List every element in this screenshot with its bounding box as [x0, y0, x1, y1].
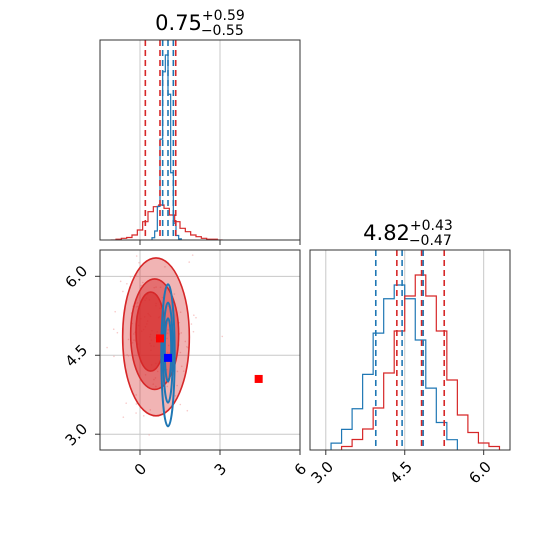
joint-scatter-point: [167, 305, 170, 308]
joint-scatter-point: [127, 338, 130, 341]
joint-scatter-point: [166, 332, 169, 334]
joint-2d-frame: [99, 249, 301, 451]
joint-scatter-point: [122, 416, 125, 418]
joint-scatter-point: [140, 284, 142, 287]
joint-scatter-point: [129, 275, 132, 278]
joint-scatter-point: [106, 346, 108, 349]
joint-scatter-point: [180, 332, 183, 334]
joint-scatter-point: [193, 314, 195, 317]
joint-blue-contour: [162, 301, 174, 404]
joint-red-marker: [156, 334, 164, 343]
joint-scatter-point: [155, 286, 157, 288]
joint-scatter-point: [154, 377, 157, 379]
joint-scatter-point: [144, 373, 147, 376]
joint-scatter-point: [135, 412, 137, 414]
joint-scatter-point: [161, 296, 164, 299]
param2-title: 4.82+0.43 −0.47: [363, 218, 453, 249]
joint-scatter-point: [166, 385, 169, 388]
joint-scatter-point: [180, 365, 183, 368]
joint-blue-marker: [164, 353, 172, 362]
joint-scatter-point: [166, 337, 168, 340]
joint-y-tick-label: 3.0: [62, 420, 92, 450]
joint-blue-contour: [163, 317, 173, 383]
joint-scatter-point: [149, 409, 152, 411]
joint-scatter-point: [114, 310, 116, 313]
joint-scatter-point: [112, 328, 115, 331]
joint-scatter-point: [133, 339, 135, 341]
joint-blue-contour: [160, 283, 176, 428]
param1-hist-frame: [99, 39, 301, 241]
joint-scatter-point: [167, 344, 170, 347]
joint-y-tick-label: 6.0: [62, 262, 92, 292]
joint-scatter-point: [167, 329, 170, 331]
joint-scatter-point: [174, 395, 177, 397]
joint-2d-panel: 0 3 6 3.0 4.5 6.0: [62, 230, 310, 499]
joint-scatter-point: [185, 345, 188, 348]
joint-scatter-point: [138, 261, 140, 264]
param2-hist-panel: 3.0 4.5 6.0 4.82+0.43 −0.47: [307, 218, 511, 488]
joint-scatter-point: [127, 354, 130, 357]
joint-scatter-point: [135, 306, 138, 308]
joint-scatter-point: [155, 385, 157, 388]
joint-scatter-point: [126, 354, 128, 356]
joint-scatter-point: [176, 370, 179, 373]
joint-x-tick-label: 0: [131, 460, 150, 479]
joint-scatter-point: [131, 341, 134, 344]
joint-scatter-point: [136, 302, 139, 304]
param2-hist-tick-label: 6.0: [465, 458, 495, 488]
joint-scatter-point: [173, 293, 176, 295]
param1-blue-histogram: [151, 54, 182, 240]
joint-scatter-point: [164, 266, 166, 268]
joint-scatter-point: [125, 402, 127, 404]
joint-scatter-point: [192, 330, 195, 333]
joint-scatter-point: [186, 409, 189, 412]
joint-scatter-point: [133, 333, 135, 335]
joint-scatter-point: [186, 230, 188, 232]
joint-scatter-point: [179, 403, 182, 406]
param2-red-histogram: [340, 274, 501, 450]
joint-scatter-point: [184, 340, 187, 343]
joint-scatter-point: [166, 351, 169, 354]
joint-scatter-point: [113, 355, 115, 358]
joint-scatter-point: [119, 280, 122, 283]
joint-scatter-point: [190, 323, 193, 325]
joint-scatter-point: [191, 254, 194, 256]
joint-x-tick-label: 3: [211, 460, 230, 479]
joint-scatter-point: [142, 415, 145, 417]
joint-scatter-point: [149, 497, 151, 499]
joint-x-tick-label: 6: [291, 460, 310, 479]
joint-scatter-point: [126, 282, 128, 285]
param2-blue-histogram: [330, 284, 458, 450]
joint-scatter-point: [168, 352, 171, 354]
joint-scatter-point: [195, 316, 197, 319]
joint-scatter-point: [116, 331, 119, 334]
joint-y-tick-label: 4.5: [62, 341, 92, 371]
joint-scatter-point: [182, 370, 185, 373]
joint-scatter-point: [221, 335, 224, 338]
joint-scatter-point: [176, 384, 178, 387]
joint-scatter-point: [122, 290, 124, 293]
param2-hist-frame: [309, 249, 511, 451]
joint-scatter-point: [141, 281, 144, 284]
param2-hist-tick-label: 3.0: [307, 458, 337, 488]
joint-scatter-point: [153, 378, 155, 381]
joint-scatter-point: [135, 255, 138, 257]
joint-scatter-point: [159, 286, 162, 289]
joint-scatter-point: [148, 434, 150, 436]
param1-title: 0.75+0.59 −0.55: [155, 8, 245, 39]
param1-red-histogram: [110, 204, 223, 240]
joint-scatter-point: [153, 286, 156, 289]
joint-scatter-point: [156, 370, 159, 373]
joint-scatter-point: [179, 311, 182, 314]
joint-scatter-point: [188, 261, 191, 263]
joint-scatter-point: [152, 383, 155, 385]
joint-scatter-point: [179, 351, 182, 354]
param2-hist-tick-label: 4.5: [386, 458, 416, 488]
param1-hist-panel: 0.75+0.59 −0.55: [99, 8, 301, 245]
joint-scatter-point: [135, 394, 138, 396]
joint-red-marker: [254, 374, 263, 383]
joint-scatter-point: [131, 322, 134, 325]
joint-scatter-point: [135, 403, 138, 405]
